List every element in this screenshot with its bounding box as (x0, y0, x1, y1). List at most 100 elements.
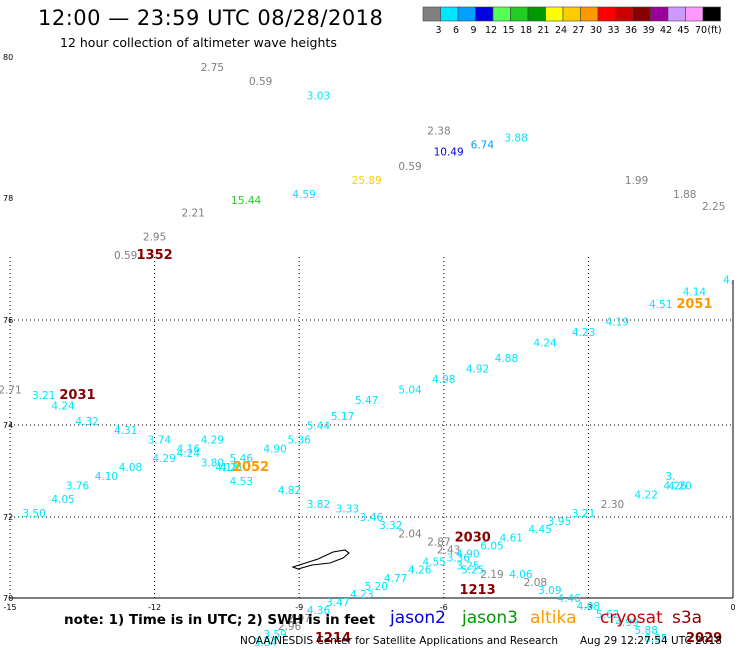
wave-height-value: 4.77 (384, 573, 407, 585)
wave-height-value: 3.09 (538, 585, 561, 597)
wave-height-value: 4.29 (201, 434, 224, 446)
colorbar-tick-label: 6 (453, 25, 459, 36)
wave-height-value: 5.88 (635, 625, 658, 637)
wave-height-value: 4.61 (500, 532, 523, 544)
wave-height-value: 3.36 (447, 553, 471, 565)
wave-height-value: 2.19 (480, 569, 503, 581)
credit-line: NOAA/NESDIS Center for Satellite Applica… (240, 635, 558, 647)
track-time-label: 1213 (459, 583, 495, 598)
wave-height-value: 4.14 (683, 287, 707, 299)
track-time-label: 2030 (455, 530, 491, 545)
wave-height-value: 4.90 (456, 549, 479, 561)
wave-height-value: 5.20 (365, 581, 388, 593)
wave-height-value: 3.50 (22, 508, 45, 520)
wave-height-value: 3.21 (572, 508, 595, 520)
wave-height-value: 4.24 (533, 337, 557, 349)
wave-height-value: 3.76 (66, 480, 90, 492)
longitude-tick-label: -12 (148, 603, 161, 612)
wave-height-value: 4.10 (95, 471, 118, 483)
wave-height-value: 3.25 (456, 561, 479, 573)
wave-height-value: 2.04 (398, 528, 422, 540)
satellite-legend-entry: s3a (672, 608, 703, 628)
wave-height-value: 4.23 (350, 589, 373, 601)
latitude-tick-label: 74 (3, 421, 13, 430)
colorbar-tick-label: 70 (695, 25, 707, 36)
wave-height-value: 3.32 (379, 520, 402, 532)
page-subtitle: 12 hour collection of altimeter wave hei… (60, 35, 337, 50)
wave-height-value: 4.31 (114, 425, 137, 437)
longitude-tick-label: -6 (440, 603, 448, 612)
jan-mayen-island-outline (291, 549, 350, 570)
wave-height-value: 3.80 (201, 457, 224, 469)
wave-height-value: 4.46 (557, 593, 581, 605)
wave-height-value: 2.71 (0, 385, 22, 397)
wave-height-value: 6.74 (471, 140, 495, 152)
wave-height-value: 4.51 (649, 299, 672, 311)
longitude-tick-label: -3 (584, 603, 592, 612)
wave-height-value: 6.95 (644, 633, 667, 645)
satellite-legend-entry: jason2 (390, 608, 446, 628)
wave-height-value: 4.16 (177, 444, 201, 456)
wave-height-value: 4.21 (220, 462, 243, 474)
wave-height-value: 2.21 (181, 207, 204, 219)
wave-height-value: 4.20 (668, 480, 691, 492)
wave-height-value: 5.62 (596, 609, 619, 621)
latitude-tick-label: 78 (3, 194, 13, 203)
wave-height-value: 2.75 (201, 62, 224, 74)
colorbar-tick-label: 42 (660, 25, 672, 36)
wave-height-value: 4.22 (635, 490, 658, 502)
wave-height-value: 0.59 (398, 161, 421, 173)
wave-height-value: 4.23 (572, 327, 595, 339)
wave-height-value: 5.36 (288, 434, 312, 446)
wave-height-value: 1.99 (625, 175, 648, 187)
colorbar-tick-label: 18 (520, 25, 532, 36)
longitude-tick-label: 0 (730, 603, 735, 612)
wave-height-value: 4.26 (408, 565, 432, 577)
track-time-label: 1214 (315, 631, 351, 646)
wave-height-value: 4.32 (75, 416, 98, 428)
colorbar-tick-label: 9 (470, 25, 476, 36)
wave-height-value: 4.45 (529, 524, 552, 536)
units-note: note: 1) Time is in UTC; 2) SWH is in fe… (64, 612, 375, 628)
satellite-legend-entry: jason3 (462, 608, 518, 628)
wave-height-value: 4.99 (615, 617, 638, 629)
satellite-legend-entry: cryosat (600, 608, 663, 628)
wave-height-value: 0.59 (249, 76, 272, 88)
wave-height-value: 2.97 (288, 613, 311, 625)
wave-height-value: 3.47 (326, 597, 349, 609)
wave-height-value: 3.84 (254, 637, 278, 649)
wave-height-value: 4.36 (307, 605, 331, 617)
colorbar-tick-label: 30 (590, 25, 602, 36)
wave-height-value: 0.59 (114, 250, 137, 262)
colorbar-tick-label: 39 (642, 25, 654, 36)
colorbar-tick-label: 15 (502, 25, 514, 36)
wave-height-value: 4.08 (119, 462, 142, 474)
wave-height-value: 3. (665, 471, 675, 483)
wave-height-value: 5.46 (230, 453, 254, 465)
wave-height-value: 4.92 (466, 364, 489, 376)
wave-height-value: 4.98 (432, 374, 455, 386)
wave-height-value: 2.43 (437, 544, 460, 556)
longitude-tick-label: -15 (3, 603, 16, 612)
wave-height-value: 25.89 (352, 175, 382, 187)
wave-height-value: 3.82 (307, 499, 330, 511)
wave-height-value: 4.53 (230, 476, 253, 488)
colorbar-tick-label: 24 (555, 25, 567, 36)
latitude-tick-label: 70 (3, 594, 13, 603)
page-title: 12:00 — 23:59 UTC 08/28/2018 (38, 6, 384, 30)
wave-height-value: 4.59 (292, 189, 315, 201)
wave-height-value: 5.04 (398, 385, 422, 397)
wave-height-value: 2.38 (427, 126, 450, 138)
wave-height-value: 5.25 (461, 565, 484, 577)
latitude-tick-label: 76 (3, 316, 13, 325)
wave-height-value: 3.46 (360, 512, 384, 524)
track-time-label: 2031 (59, 388, 95, 403)
colorbar-tick-label: 21 (537, 25, 549, 36)
wave-height-value: 3.59 (263, 629, 286, 641)
wave-height-value: 2.96 (278, 621, 302, 633)
wave-height-value: 1.88 (673, 189, 696, 201)
wave-height-value: 6.05 (480, 540, 503, 552)
colorbar-swatch (702, 6, 721, 22)
